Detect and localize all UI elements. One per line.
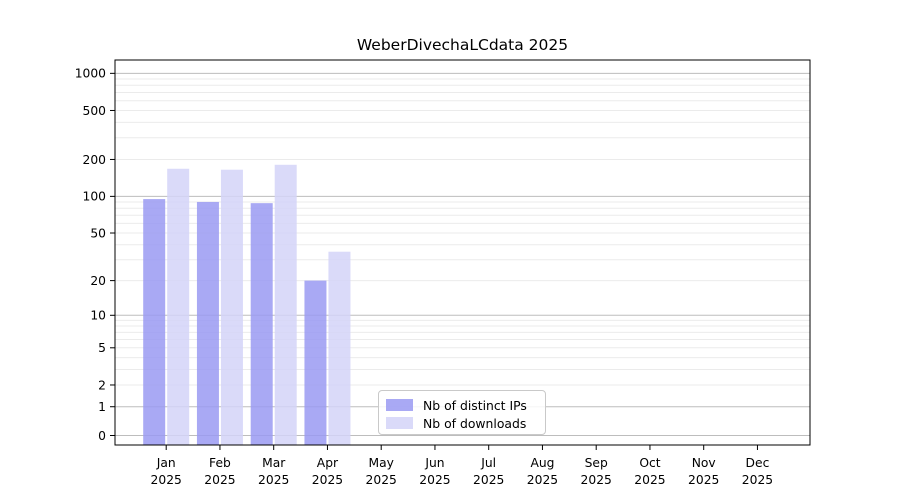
x-tick-label-month-feb: Feb xyxy=(209,456,231,470)
x-tick-label-year-may: 2025 xyxy=(366,473,397,487)
legend-swatch-downloads xyxy=(386,417,413,429)
y-tick-label-2: 2 xyxy=(98,378,106,392)
bar-nb-of-distinct-ips-mar xyxy=(250,203,273,445)
y-tick-label-20: 20 xyxy=(90,274,106,288)
legend-swatch-distinct-ips xyxy=(386,399,413,411)
x-tick-label-year-apr: 2025 xyxy=(312,473,343,487)
x-tick-label-year-sep: 2025 xyxy=(581,473,612,487)
bar-nb-of-downloads-apr xyxy=(328,251,351,445)
legend-item-distinct-ips: Nb of distinct IPs xyxy=(386,396,537,414)
y-tick-label-0: 0 xyxy=(98,429,106,443)
x-tick-label-year-oct: 2025 xyxy=(634,473,665,487)
x-tick-label-year-dec: 2025 xyxy=(742,473,773,487)
x-tick-label-month-jul: Jul xyxy=(480,456,496,470)
legend: Nb of distinct IPs Nb of downloads xyxy=(378,390,546,435)
y-tick-label-500: 500 xyxy=(83,104,106,118)
y-tick-label-200: 200 xyxy=(83,153,106,167)
legend-label-distinct-ips: Nb of distinct IPs xyxy=(423,397,527,413)
y-tick-label-50: 50 xyxy=(90,226,106,240)
x-tick-label-year-feb: 2025 xyxy=(204,473,235,487)
x-tick-label-month-aug: Aug xyxy=(530,456,554,470)
bar-nb-of-distinct-ips-apr xyxy=(304,280,327,445)
x-tick-label-month-nov: Nov xyxy=(692,456,716,470)
x-tick-label-year-mar: 2025 xyxy=(258,473,289,487)
y-tick-label-1: 1 xyxy=(98,400,106,414)
chart-title: WeberDivechaLCdata 2025 xyxy=(356,36,569,54)
legend-item-downloads: Nb of downloads xyxy=(386,414,537,432)
x-tick-label-month-sep: Sep xyxy=(585,456,608,470)
legend-label-downloads: Nb of downloads xyxy=(423,415,527,431)
x-tick-label-month-dec: Dec xyxy=(746,456,770,470)
x-tick-label-year-aug: 2025 xyxy=(527,473,558,487)
x-tick-label-month-oct: Oct xyxy=(639,456,660,470)
plot-frame xyxy=(114,59,811,446)
x-tick-label-month-jun: Jun xyxy=(424,456,444,470)
x-tick-label-month-may: May xyxy=(368,456,393,470)
y-tick-label-100: 100 xyxy=(83,190,106,204)
bar-nb-of-downloads-mar xyxy=(274,164,297,445)
bar-nb-of-distinct-ips-jan xyxy=(143,199,166,445)
y-tick-label-1000: 1000 xyxy=(75,67,106,81)
bar-nb-of-distinct-ips-feb xyxy=(196,201,219,445)
x-tick-label-month-jan: Jan xyxy=(156,456,176,470)
bar-nb-of-downloads-jan xyxy=(167,168,190,446)
x-tick-label-year-nov: 2025 xyxy=(688,473,719,487)
y-tick-label-5: 5 xyxy=(98,341,106,355)
bar-nb-of-downloads-feb xyxy=(220,169,243,445)
y-tick-label-10: 10 xyxy=(90,309,106,323)
x-tick-label-year-jul: 2025 xyxy=(473,473,504,487)
x-tick-label-year-jan: 2025 xyxy=(151,473,182,487)
x-tick-label-month-apr: Apr xyxy=(317,456,339,470)
x-tick-label-year-jun: 2025 xyxy=(419,473,450,487)
x-tick-label-month-mar: Mar xyxy=(262,456,286,470)
